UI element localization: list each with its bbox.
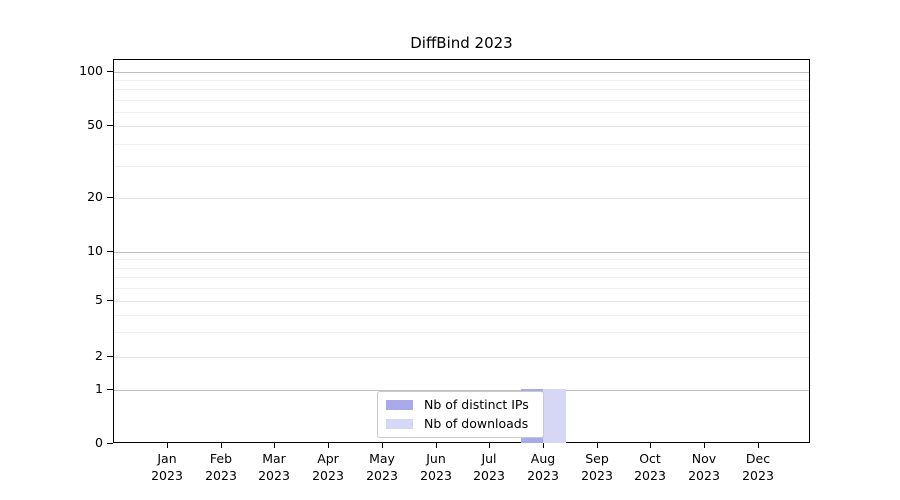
x-tick-label: Oct 2023 bbox=[634, 451, 666, 483]
y-tick-label: 2 bbox=[95, 348, 103, 363]
x-tick-sep bbox=[597, 443, 599, 448]
x-tick-label: Nov 2023 bbox=[688, 451, 720, 483]
minor-gridline bbox=[114, 259, 809, 260]
y-tick-20 bbox=[107, 196, 113, 198]
x-tick-label: Aug 2023 bbox=[527, 451, 559, 483]
x-tick-label: Jan 2023 bbox=[151, 451, 183, 483]
minor-gridline bbox=[114, 166, 809, 167]
y-tick-10 bbox=[107, 250, 113, 252]
y-tick-2 bbox=[107, 355, 113, 357]
legend-swatch-distinct-ips bbox=[386, 400, 413, 410]
minor-gridline bbox=[114, 315, 809, 316]
legend-label-distinct-ips: Nb of distinct IPs bbox=[424, 397, 529, 412]
x-tick-apr bbox=[328, 443, 330, 448]
minor-gridline bbox=[114, 332, 809, 333]
x-tick-label: Jun 2023 bbox=[420, 451, 452, 483]
minor-gridline bbox=[114, 89, 809, 90]
y-tick-label: 100 bbox=[79, 63, 103, 78]
minor-gridline bbox=[114, 268, 809, 269]
legend-row-downloads: Nb of downloads bbox=[386, 417, 535, 431]
x-tick-dec bbox=[758, 443, 760, 448]
gridline-50 bbox=[114, 126, 809, 127]
minor-gridline bbox=[114, 112, 809, 113]
x-tick-nov bbox=[704, 443, 706, 448]
minor-gridline bbox=[114, 277, 809, 278]
x-tick-aug bbox=[543, 443, 545, 448]
y-tick-label: 1 bbox=[95, 381, 103, 396]
x-tick-label: Apr 2023 bbox=[312, 451, 344, 483]
x-tick-label: Sep 2023 bbox=[581, 451, 613, 483]
legend-swatch-downloads bbox=[386, 419, 413, 429]
y-tick-5 bbox=[107, 299, 113, 301]
y-tick-label: 20 bbox=[87, 189, 103, 204]
minor-gridline bbox=[114, 100, 809, 101]
x-tick-label: Feb 2023 bbox=[205, 451, 237, 483]
x-tick-label: Dec 2023 bbox=[742, 451, 774, 483]
minor-gridline bbox=[114, 144, 809, 145]
plot-area bbox=[113, 59, 810, 443]
x-tick-jan bbox=[167, 443, 169, 448]
y-tick-0 bbox=[107, 442, 113, 444]
y-tick-label: 50 bbox=[87, 117, 103, 132]
x-tick-jun bbox=[436, 443, 438, 448]
x-tick-jul bbox=[489, 443, 491, 448]
legend-row-distinct-ips: Nb of distinct IPs bbox=[386, 398, 535, 412]
minor-gridline bbox=[114, 288, 809, 289]
x-tick-label: Jul 2023 bbox=[473, 451, 505, 483]
x-tick-label: May 2023 bbox=[366, 451, 398, 483]
y-tick-100 bbox=[107, 70, 113, 72]
gridline-2 bbox=[114, 357, 809, 358]
bar-downloads bbox=[543, 389, 566, 443]
x-tick-mar bbox=[274, 443, 276, 448]
y-tick-label: 5 bbox=[95, 292, 103, 307]
x-tick-oct bbox=[650, 443, 652, 448]
gridline-10 bbox=[114, 252, 809, 253]
gridline-100 bbox=[114, 72, 809, 73]
x-tick-label: Mar 2023 bbox=[258, 451, 290, 483]
gridline-5 bbox=[114, 301, 809, 302]
minor-gridline bbox=[114, 80, 809, 81]
y-tick-label: 10 bbox=[87, 243, 103, 258]
legend-label-downloads: Nb of downloads bbox=[424, 416, 529, 431]
y-tick-50 bbox=[107, 124, 113, 126]
x-tick-may bbox=[382, 443, 384, 448]
y-tick-1 bbox=[107, 388, 113, 390]
y-tick-label: 0 bbox=[95, 435, 103, 450]
gridline-20 bbox=[114, 198, 809, 199]
gridline-1 bbox=[114, 390, 809, 391]
x-tick-feb bbox=[221, 443, 223, 448]
legend: Nb of distinct IPs Nb of downloads bbox=[377, 391, 544, 438]
chart-title: DiffBind 2023 bbox=[410, 34, 513, 52]
